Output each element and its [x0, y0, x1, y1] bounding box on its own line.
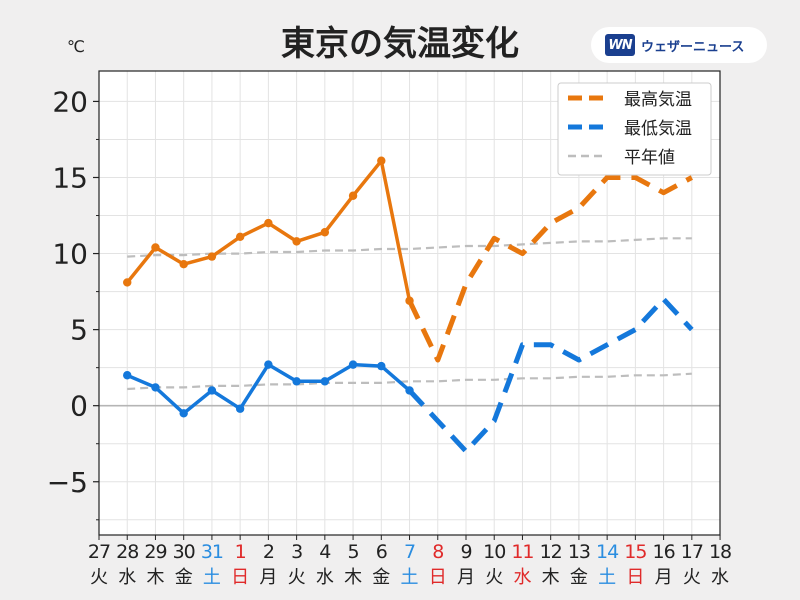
x-tick-label-weekday: 金	[570, 567, 588, 588]
y-tick-label: 5	[70, 314, 88, 347]
x-tick-label-date: 29	[144, 541, 166, 563]
y-tick-label: 10	[52, 238, 88, 271]
low-point	[348, 360, 358, 369]
low-point	[123, 371, 132, 380]
low-point	[235, 404, 245, 413]
x-tick-label-weekday: 日	[429, 567, 447, 588]
series-layer	[123, 156, 694, 454]
high-point	[348, 191, 358, 200]
x-tick-label-date: 15	[624, 541, 646, 563]
normal-line-normal_low	[127, 372, 692, 391]
x-tick-label-date: 9	[460, 541, 471, 563]
x-tick-label-date: 8	[432, 541, 443, 563]
x-tick-label-weekday: 木	[542, 567, 560, 588]
x-tick-label-weekday: 火	[485, 567, 503, 588]
x-tick-label-weekday: 土	[598, 567, 616, 588]
x-tick-label-weekday: 水	[316, 567, 334, 588]
y-unit-label: ℃	[67, 37, 85, 56]
normal-line-normal	[127, 237, 692, 258]
high-point	[179, 260, 188, 269]
x-tick-label-date: 17	[681, 541, 703, 563]
x-tick-label-date: 3	[291, 541, 302, 563]
low-point	[292, 377, 301, 386]
high-point	[235, 232, 245, 242]
x-tick-label-date: 27	[88, 541, 110, 563]
low-point	[320, 377, 330, 386]
x-tick-label-weekday: 水	[118, 567, 136, 588]
normal-series	[127, 237, 692, 391]
x-tick-label-weekday: 土	[401, 567, 419, 588]
high-point	[405, 296, 414, 305]
low-point	[405, 386, 414, 395]
low-point	[151, 383, 160, 392]
x-tick-label-date: 4	[319, 541, 331, 563]
x-tick-label-weekday: 火	[288, 567, 306, 588]
low-point	[179, 409, 188, 418]
x-tick-label-date: 16	[653, 541, 675, 563]
x-tick-label-weekday: 日	[626, 567, 644, 588]
x-tick-label-date: 10	[483, 541, 505, 563]
low-point	[264, 360, 273, 369]
y-tick-label: 20	[52, 85, 88, 118]
axes: 20151050−527火28水29木30金31土1日2月3火4水5木6金7土8…	[47, 85, 732, 588]
x-tick-label-weekday: 火	[683, 567, 701, 588]
x-tick-label-date: 6	[376, 541, 387, 563]
x-tick-label-date: 11	[511, 541, 533, 563]
x-tick-label-date: 18	[709, 541, 731, 563]
x-tick-label-date: 31	[201, 541, 223, 563]
x-tick-label-weekday: 日	[231, 567, 249, 588]
x-tick-label-date: 13	[568, 541, 590, 563]
x-tick-label-weekday: 金	[175, 567, 193, 588]
x-tick-label-weekday: 月	[655, 567, 673, 588]
y-tick-label: 15	[52, 161, 88, 194]
high-point	[123, 278, 132, 287]
high-point	[264, 218, 273, 228]
x-tick-label-date: 28	[116, 541, 138, 563]
weathernews-logo: WN ウェザーニュース	[591, 27, 767, 63]
x-tick-label-weekday: 月	[457, 567, 475, 588]
x-tick-label-date: 5	[348, 541, 359, 563]
x-tick-label-date: 7	[404, 541, 415, 563]
x-tick-label-weekday: 土	[203, 567, 221, 588]
brand-name: ウェザーニュース	[641, 39, 745, 55]
x-tick-label-weekday: 木	[344, 567, 362, 588]
legend-normal-label: 平年値	[624, 148, 675, 168]
y-tick-label: 0	[70, 390, 88, 423]
high-point	[320, 228, 330, 237]
x-tick-label-date: 2	[263, 541, 274, 563]
low-point	[207, 386, 217, 395]
wn-logo-icon: WN	[605, 34, 635, 56]
x-tick-label-weekday: 月	[259, 567, 277, 588]
x-tick-label-date: 30	[173, 541, 195, 563]
x-tick-label-date: 12	[540, 541, 562, 563]
high-point	[377, 156, 386, 165]
chart-title: 東京の気温変化	[281, 24, 519, 64]
x-tick-label-weekday: 水	[513, 567, 531, 588]
legend-box	[557, 82, 712, 176]
legend: 最高気温 最低気温 平年値	[557, 82, 712, 176]
x-tick-label-weekday: 木	[146, 567, 164, 588]
legend-low-label: 最低気温	[624, 119, 692, 139]
low-forecast-line	[407, 296, 694, 454]
x-tick-label-date: 14	[596, 541, 619, 563]
high-point	[207, 252, 217, 261]
x-tick-label-weekday: 水	[711, 567, 729, 588]
high-point	[292, 237, 301, 246]
low-point	[377, 361, 386, 371]
high-point	[151, 243, 160, 252]
legend-high-label: 最高気温	[624, 90, 692, 110]
x-tick-label-weekday: 火	[90, 567, 108, 588]
x-tick-label-weekday: 金	[372, 567, 390, 588]
high-forecast-line	[407, 175, 693, 363]
x-tick-label-date: 1	[235, 541, 246, 563]
y-tick-label: −5	[47, 466, 88, 499]
